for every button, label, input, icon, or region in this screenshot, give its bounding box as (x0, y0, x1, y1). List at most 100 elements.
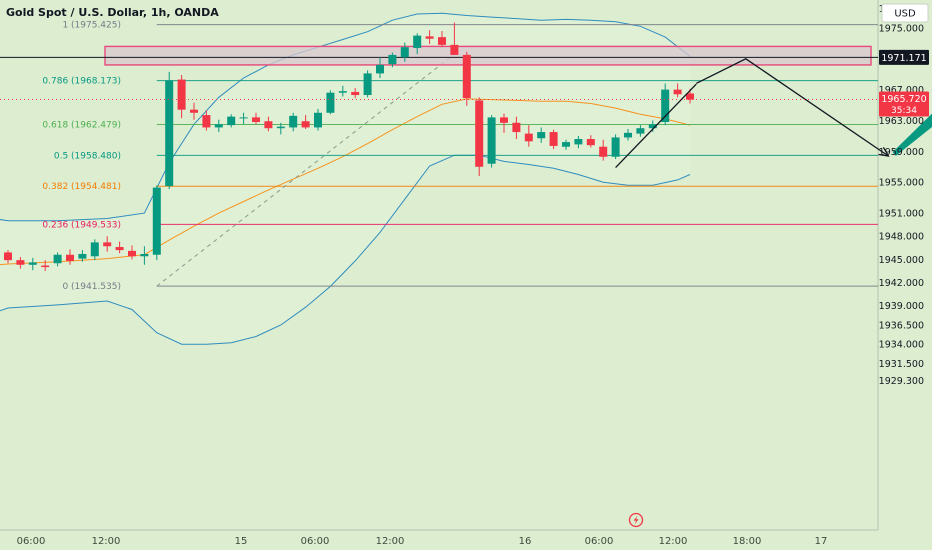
candle[interactable] (673, 83, 682, 98)
candle[interactable] (462, 51, 471, 106)
candle[interactable] (648, 120, 657, 133)
candle-body (115, 247, 124, 251)
currency-button-frame (881, 3, 929, 23)
candle[interactable] (487, 115, 496, 168)
candle[interactable] (202, 110, 211, 131)
candle[interactable] (475, 97, 484, 177)
candle[interactable] (413, 33, 422, 55)
candle-body (487, 117, 496, 164)
currency-label: USD (894, 9, 916, 20)
candle[interactable] (177, 74, 186, 119)
trend-line[interactable] (615, 83, 697, 169)
fibonacci-levels-layer: 1 (1975.425) 0.786 (1968.173) 0.618 (1962.… (42, 21, 878, 292)
fib-level-label: 0.5 (1958.480) (54, 151, 121, 161)
candle[interactable] (66, 249, 74, 265)
candle-body (326, 92, 335, 113)
candle[interactable] (425, 30, 434, 45)
candle[interactable] (4, 250, 12, 264)
candle[interactable] (16, 257, 25, 269)
resistance-zone-layer[interactable] (0, 45, 878, 66)
candle[interactable] (524, 125, 533, 147)
candle[interactable] (314, 108, 322, 131)
candle[interactable] (512, 116, 521, 140)
candle[interactable] (661, 83, 670, 126)
candle-body (289, 115, 298, 128)
candle[interactable] (586, 135, 595, 148)
candle[interactable] (165, 71, 174, 190)
currency-button[interactable]: USD (881, 3, 929, 23)
candle[interactable] (400, 42, 409, 62)
time-tick-label: 16 (519, 536, 532, 547)
candle[interactable] (438, 30, 446, 48)
candle[interactable] (152, 185, 161, 261)
lightning-icon[interactable] (628, 512, 644, 528)
time-tick-label: 17 (815, 536, 828, 547)
candle[interactable] (41, 260, 50, 271)
horizontal-line-tag-bg (879, 49, 929, 65)
candle[interactable] (636, 125, 645, 137)
candle[interactable] (289, 112, 298, 132)
candle[interactable] (115, 241, 124, 254)
price-axis[interactable]: 1977.5001975.0001967.0001963.0001959.000… (0, 4, 929, 387)
candle-body (413, 35, 422, 48)
candle[interactable] (574, 135, 583, 149)
candle[interactable] (90, 239, 99, 261)
candle[interactable] (599, 139, 608, 161)
candle[interactable] (388, 52, 397, 68)
candle[interactable] (351, 88, 360, 99)
time-axis[interactable]: 06:00 12:00 15 06:00 12:00 16 06:00 12:00 18:00 1… (17, 536, 828, 547)
candle[interactable] (562, 139, 570, 150)
candle[interactable] (500, 113, 508, 133)
candle-body (214, 124, 223, 128)
price-axis-background (878, 0, 932, 550)
candle[interactable] (128, 245, 136, 260)
candle[interactable] (537, 127, 546, 143)
price-tick-label: 1931.500 (879, 359, 924, 370)
candle-body (636, 128, 645, 134)
time-tick-label: 06:00 (585, 536, 614, 547)
candle-body (66, 254, 74, 261)
candle[interactable] (611, 134, 620, 160)
candle-body (537, 132, 546, 139)
candle[interactable] (326, 90, 335, 115)
candle[interactable] (140, 246, 149, 265)
projection-path[interactable] (695, 58, 889, 157)
candle[interactable] (624, 128, 632, 141)
price-tick-label: 1936.500 (879, 320, 924, 331)
candle-body (648, 124, 657, 129)
bollinger-fill (0, 13, 690, 345)
candle[interactable] (264, 116, 273, 132)
candle-body (686, 93, 694, 100)
forecast-arrow[interactable] (892, 55, 932, 156)
drawings-layer[interactable] (615, 55, 932, 169)
candle[interactable] (28, 257, 37, 271)
price-tick-label: 1945.000 (879, 255, 924, 266)
candle-body (338, 91, 347, 93)
candle[interactable] (338, 85, 347, 97)
candle[interactable] (53, 252, 62, 267)
resistance-zone[interactable] (104, 45, 872, 66)
candle[interactable] (252, 112, 260, 125)
candle[interactable] (227, 114, 236, 128)
candle[interactable] (190, 102, 198, 120)
candle[interactable] (239, 112, 248, 125)
horizontal-line-price-tag[interactable]: 1971.171 (879, 49, 929, 65)
candle[interactable] (276, 122, 285, 135)
candle-body (673, 89, 682, 95)
candle[interactable] (376, 57, 384, 79)
horizontal-line-tag-label: 1971.171 (881, 53, 926, 64)
candle[interactable] (78, 250, 87, 262)
candle[interactable] (301, 115, 310, 129)
candles-layer[interactable] (4, 22, 694, 271)
candle[interactable] (214, 119, 223, 133)
candle[interactable] (363, 70, 372, 98)
last-price-value: 1965.720 (881, 94, 926, 105)
candle[interactable] (450, 22, 459, 55)
candle[interactable] (103, 236, 112, 252)
time-tick-label: 12:00 (92, 536, 121, 547)
candle[interactable] (549, 129, 558, 150)
candle-body (599, 146, 608, 157)
